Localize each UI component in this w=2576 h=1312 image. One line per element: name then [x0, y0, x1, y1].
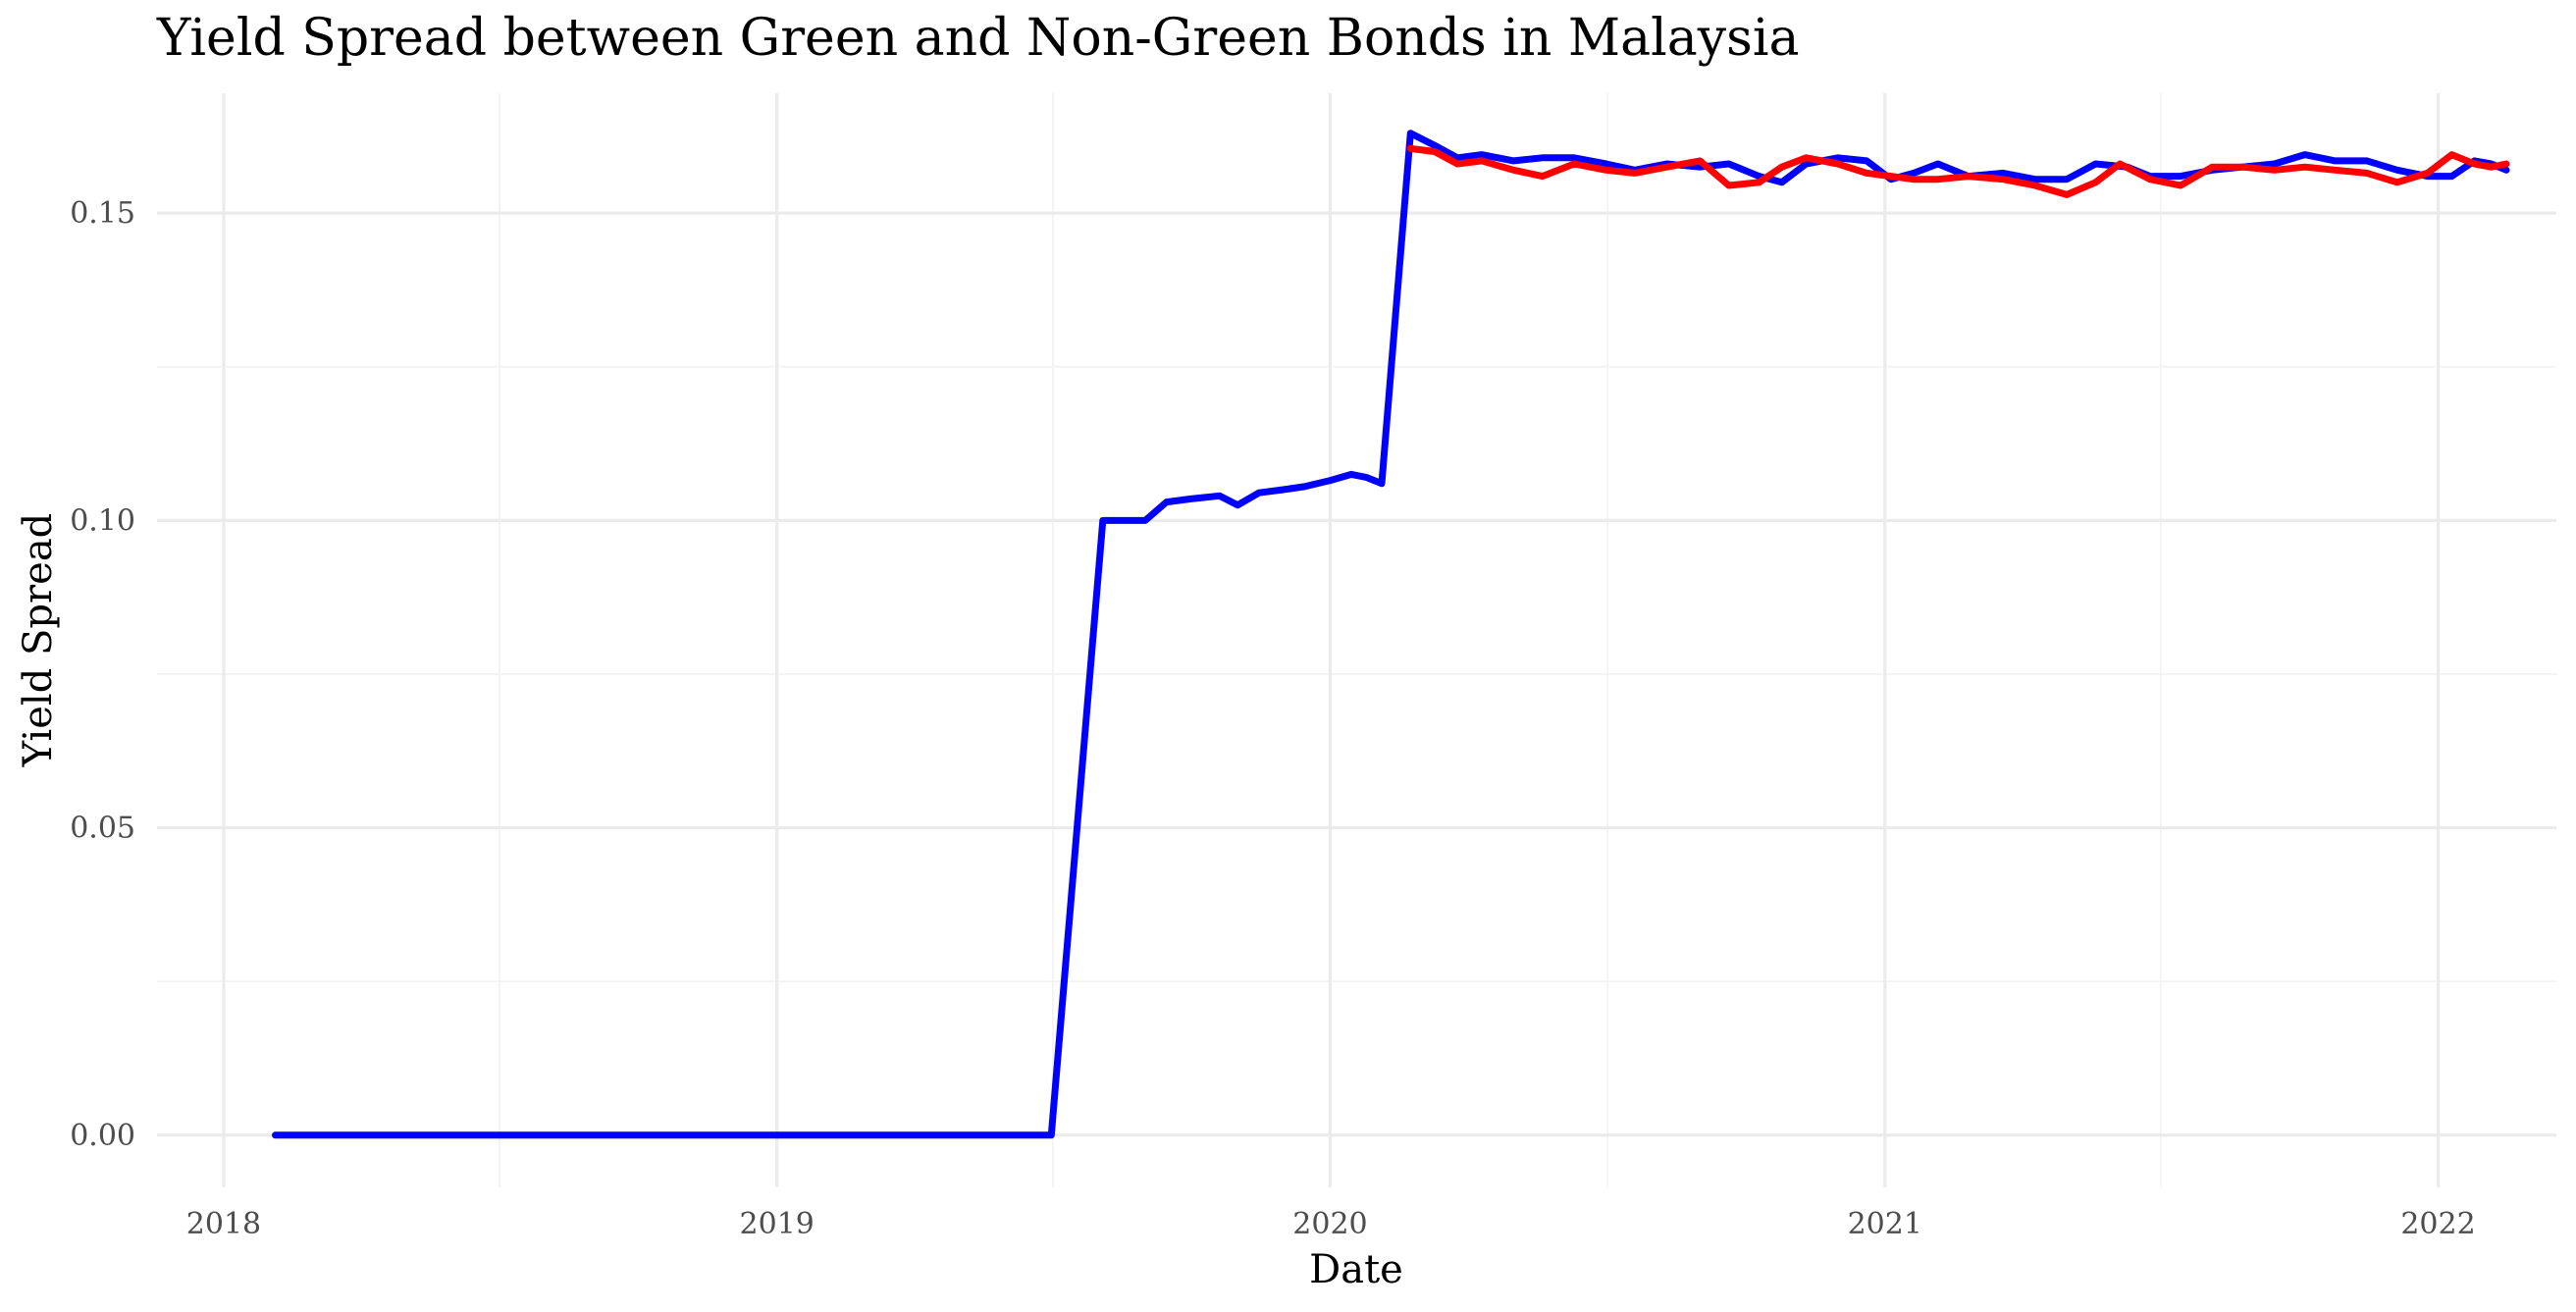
y-tick-label: 0.05: [70, 812, 135, 846]
x-tick-label: 2022: [2400, 1207, 2475, 1241]
chart-title: Yield Spread between Green and Non-Green…: [156, 9, 1800, 68]
x-tick-label: 2018: [186, 1207, 261, 1241]
x-axis-label: Date: [1309, 1247, 1403, 1292]
y-axis-label: Yield Spread: [16, 513, 61, 768]
y-tick-label: 0.15: [70, 196, 135, 231]
x-tick-label: 2020: [1292, 1207, 1367, 1241]
y-tick-label: 0.10: [70, 503, 135, 538]
series-line-2: [1406, 144, 2510, 198]
x-tick-label: 2021: [1848, 1207, 1922, 1241]
x-tick-label: 2019: [740, 1207, 815, 1241]
plot-series: [272, 130, 2510, 1139]
x-axis-ticks: 2018 2019 2020 2021 2022: [186, 1207, 2476, 1241]
series-line-1: [272, 130, 2510, 1139]
y-tick-label: 0.00: [70, 1119, 135, 1153]
y-axis-ticks: 0.00 0.05 0.10 0.15: [70, 196, 135, 1153]
plot-gridlines: [157, 93, 2556, 1187]
